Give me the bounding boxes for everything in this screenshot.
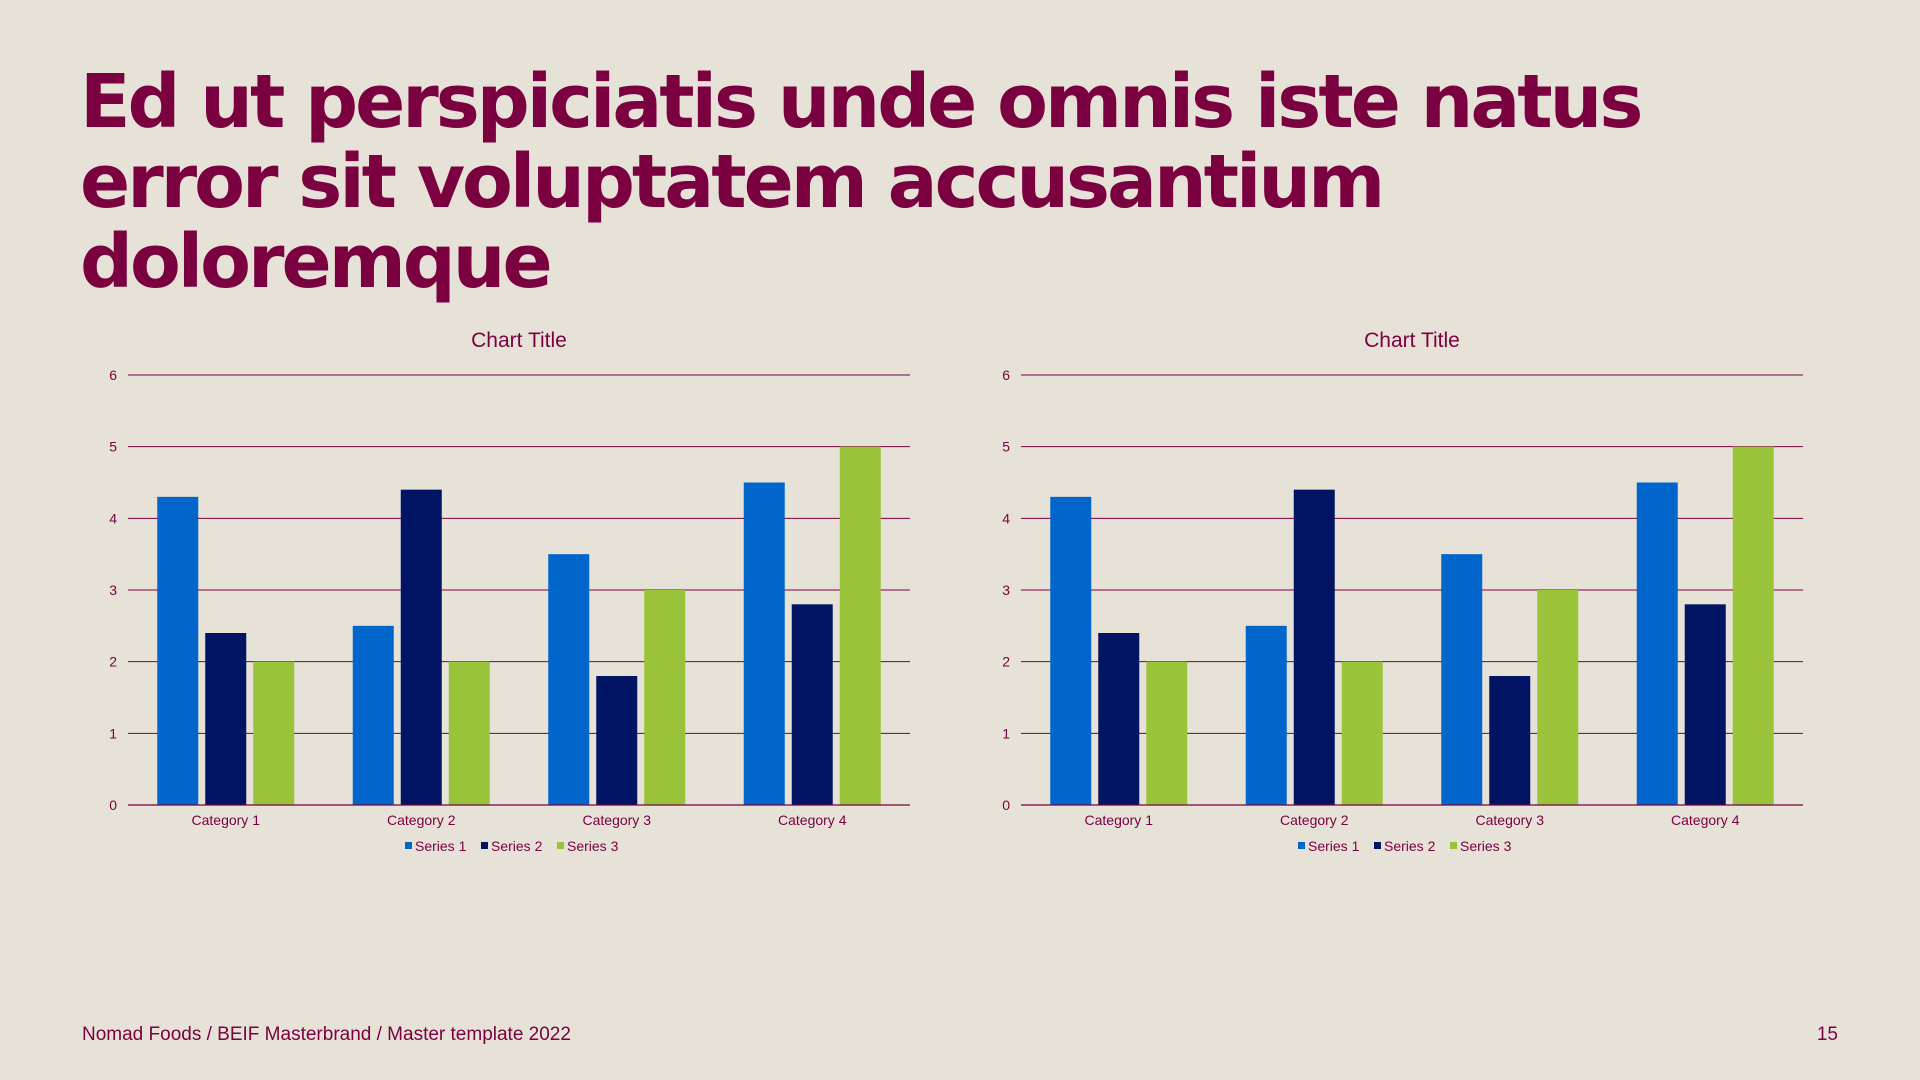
bar xyxy=(157,496,199,805)
chart-left: Chart Title 0 1 2 3 4 5 6 Category 1 Category 2 Ca… xyxy=(50,320,950,880)
y-tick-label: 1 xyxy=(1002,725,1010,741)
x-tick-label: Category 1 xyxy=(192,812,261,828)
y-tick-label: 6 xyxy=(109,367,117,383)
bar xyxy=(1732,446,1774,805)
legend-swatch xyxy=(1298,842,1305,849)
legend-swatch xyxy=(1450,842,1457,849)
chart-title: Chart Title xyxy=(1364,329,1460,352)
bar xyxy=(1684,604,1726,805)
y-tick-label: 4 xyxy=(109,510,117,526)
bar xyxy=(352,625,394,805)
chart-svg: Chart Title 0 1 2 3 4 5 6 Category 1 Category 2 Ca… xyxy=(1002,329,1803,854)
legend-swatch xyxy=(1374,842,1381,849)
y-tick-label: 3 xyxy=(1002,582,1010,598)
bar xyxy=(791,604,833,805)
footer-text: Nomad Foods / BEIF Masterbrand / Master … xyxy=(82,1024,571,1045)
bar xyxy=(1341,661,1383,805)
y-tick-label: 3 xyxy=(109,582,117,598)
bar xyxy=(1636,482,1678,805)
chart-title: Chart Title xyxy=(471,329,567,352)
bar xyxy=(1098,633,1140,805)
y-tick-label: 1 xyxy=(109,725,117,741)
bar xyxy=(1441,554,1483,805)
y-tick-label: 0 xyxy=(109,797,117,813)
bar xyxy=(1537,590,1579,805)
bar xyxy=(839,446,881,805)
legend-label: Series 1 xyxy=(1308,838,1360,854)
bar xyxy=(1245,625,1287,805)
legend-swatch xyxy=(405,842,412,849)
x-tick-label: Category 4 xyxy=(778,812,847,828)
legend-swatch xyxy=(557,842,564,849)
slide-title: Ed ut perspiciatis unde omnis iste natus… xyxy=(80,59,1643,305)
legend: Series 1 Series 2 Series 3 xyxy=(1298,838,1512,854)
bar xyxy=(1050,496,1092,805)
bar xyxy=(596,676,638,805)
chart-right: Chart Title 0 1 2 3 4 5 6 Category 1 Category 2 Ca… xyxy=(943,320,1843,880)
legend-label: Series 2 xyxy=(1384,838,1436,854)
y-tick-label: 5 xyxy=(109,439,117,455)
page-number: 15 xyxy=(1816,1024,1838,1045)
y-tick-label: 6 xyxy=(1002,367,1010,383)
legend: Series 1 Series 2 Series 3 xyxy=(405,838,619,854)
x-tick-label: Category 1 xyxy=(1085,812,1154,828)
x-tick-label: Category 2 xyxy=(1280,812,1349,828)
bar xyxy=(548,554,590,805)
bar xyxy=(1489,676,1531,805)
legend-label: Series 3 xyxy=(1460,838,1512,854)
y-tick-label: 5 xyxy=(1002,439,1010,455)
legend-swatch xyxy=(481,842,488,849)
bar xyxy=(1293,489,1335,805)
x-tick-label: Category 2 xyxy=(387,812,456,828)
bar xyxy=(1146,661,1188,805)
x-tick-label: Category 3 xyxy=(1476,812,1545,828)
legend-label: Series 1 xyxy=(415,838,467,854)
y-tick-label: 2 xyxy=(1002,654,1010,670)
y-tick-label: 2 xyxy=(109,654,117,670)
x-tick-label: Category 4 xyxy=(1671,812,1740,828)
bar xyxy=(743,482,785,805)
bar xyxy=(253,661,295,805)
bar xyxy=(205,633,247,805)
bar xyxy=(400,489,442,805)
legend-label: Series 2 xyxy=(491,838,543,854)
y-tick-label: 4 xyxy=(1002,510,1010,526)
y-tick-label: 0 xyxy=(1002,797,1010,813)
x-tick-label: Category 3 xyxy=(583,812,652,828)
bar xyxy=(644,590,686,805)
legend-label: Series 3 xyxy=(567,838,619,854)
bar xyxy=(448,661,490,805)
chart-svg: Chart Title 0 1 2 3 4 5 6 Category 1 Category 2 Ca… xyxy=(109,329,910,854)
